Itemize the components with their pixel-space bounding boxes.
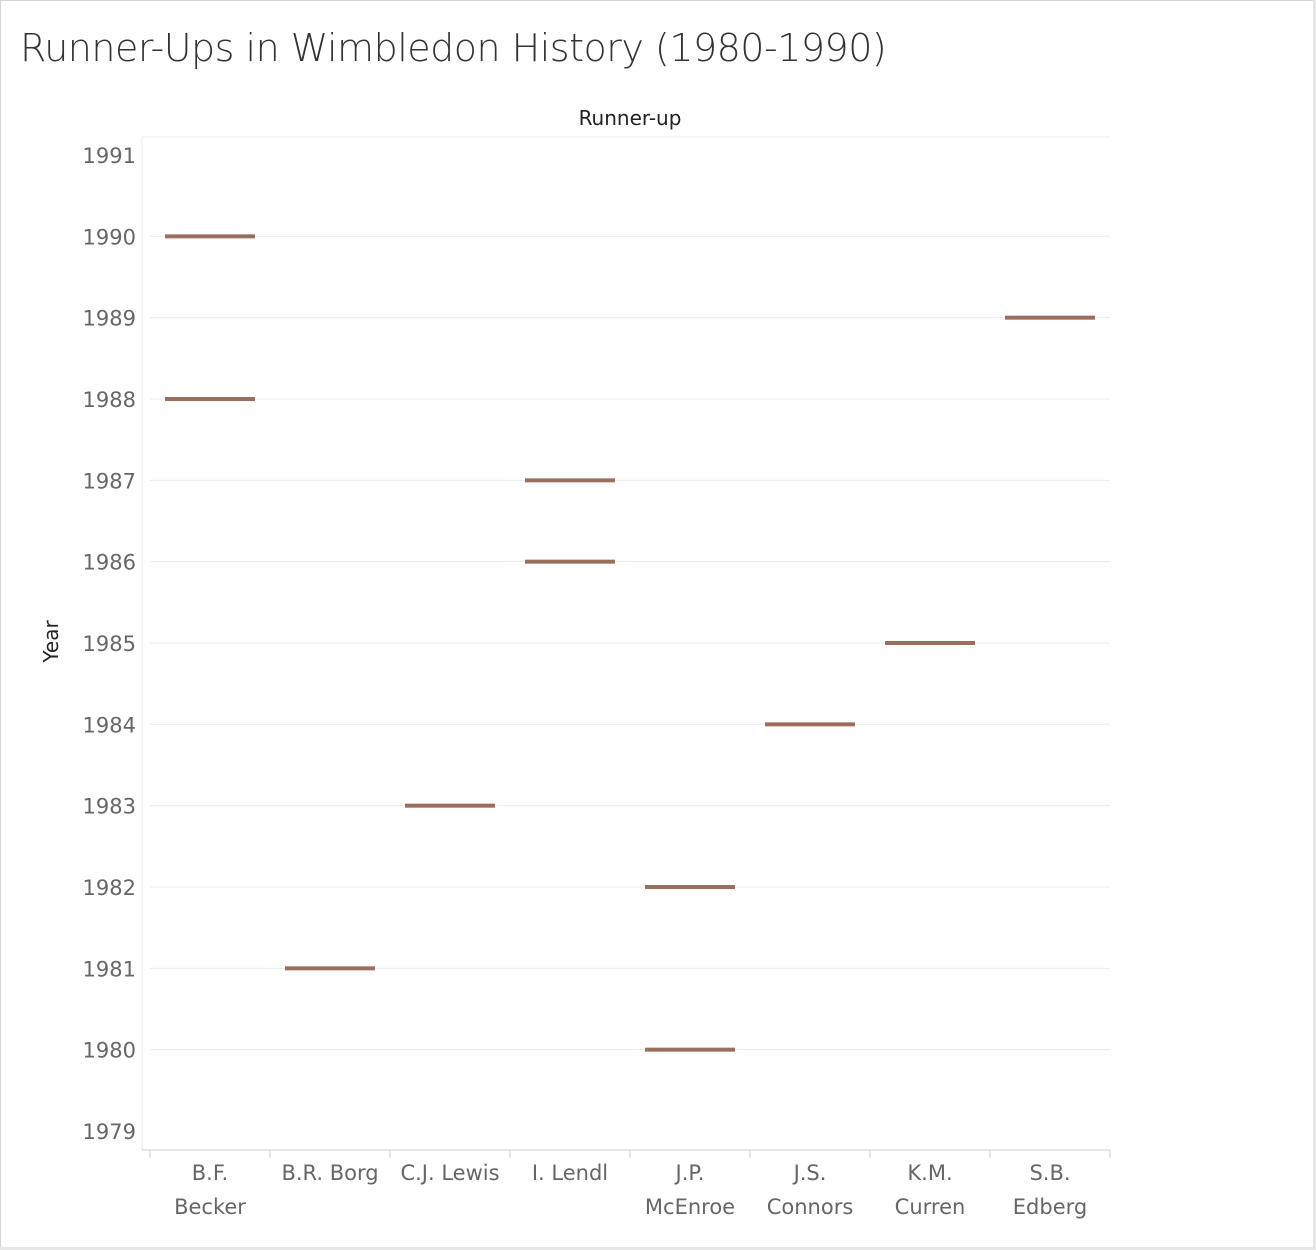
grid-layer: [142, 136, 1110, 1051]
runner-up-mark: [525, 478, 615, 483]
x-category-label: K.M. Curren: [895, 1161, 966, 1219]
chart-title: Runner-Ups in Wimbledon History (1980-19…: [20, 26, 887, 70]
x-category-label: B.F. Becker: [174, 1161, 246, 1219]
runner-up-mark: [885, 641, 975, 645]
x-category-label-line: C.J. Lewis: [400, 1161, 499, 1185]
y-tick-label: 1986: [83, 551, 136, 575]
x-category-label-line: S.B.: [1029, 1161, 1070, 1185]
x-category-label: J.P. McEnroe: [645, 1161, 735, 1219]
y-axis-title: Year: [39, 620, 63, 664]
runner-up-mark: [405, 803, 495, 808]
mark-layer: [165, 234, 1095, 1052]
x-category-label: I. Lendl: [532, 1161, 608, 1185]
column-header: Runner-up: [579, 106, 682, 130]
y-tick-label: 1982: [83, 876, 136, 900]
x-category-label-line: I. Lendl: [532, 1161, 608, 1185]
x-category-label-line: B.R. Borg: [281, 1161, 378, 1185]
x-category-label-line: McEnroe: [645, 1195, 735, 1219]
y-tick-label: 1980: [83, 1039, 136, 1063]
x-category-label-line: K.M.: [907, 1161, 952, 1185]
x-category-label: J.S. Connors: [767, 1161, 854, 1219]
x-category-label: B.R. Borg: [281, 1161, 378, 1185]
x-category-label-line: J.P.: [674, 1161, 705, 1185]
y-tick-label: 1988: [83, 388, 136, 412]
x-category-label: C.J. Lewis: [400, 1161, 499, 1185]
runner-up-mark: [765, 722, 855, 727]
y-tick-label: 1984: [83, 713, 136, 737]
y-tick-label: 1981: [83, 957, 136, 981]
runner-up-mark: [165, 234, 255, 239]
runner-up-mark: [525, 559, 615, 564]
runner-up-mark: [1005, 315, 1095, 320]
x-category-label-line: Edberg: [1013, 1195, 1087, 1219]
x-category-label-line: J.S.: [792, 1161, 827, 1185]
y-tick-label: 1991: [83, 144, 136, 168]
frame-edge-right: [1313, 0, 1316, 1250]
y-tick-label: 1987: [83, 469, 136, 493]
x-category-label-line: B.F.: [192, 1161, 228, 1185]
runner-up-mark: [165, 397, 255, 401]
x-category-label: S.B. Edberg: [1013, 1161, 1087, 1219]
axis-layer: 1979 1980 1981 1982 1983 1984 1985 1986 1987 1988…: [83, 137, 1111, 1219]
runner-up-mark: [645, 1047, 735, 1052]
y-tick-label: 1989: [83, 307, 136, 331]
runner-up-mark: [645, 885, 735, 889]
y-tick-label: 1985: [83, 632, 136, 656]
x-category-label-line: Connors: [767, 1195, 854, 1219]
x-category-label-line: Becker: [174, 1195, 246, 1219]
y-tick-label: 1990: [83, 225, 136, 249]
y-tick-label: 1983: [83, 795, 136, 819]
frame-edge-bottom: [0, 1247, 1316, 1250]
y-tick-label: 1979: [83, 1120, 136, 1144]
runner-up-mark: [285, 966, 375, 971]
x-category-label-line: Curren: [895, 1195, 966, 1219]
